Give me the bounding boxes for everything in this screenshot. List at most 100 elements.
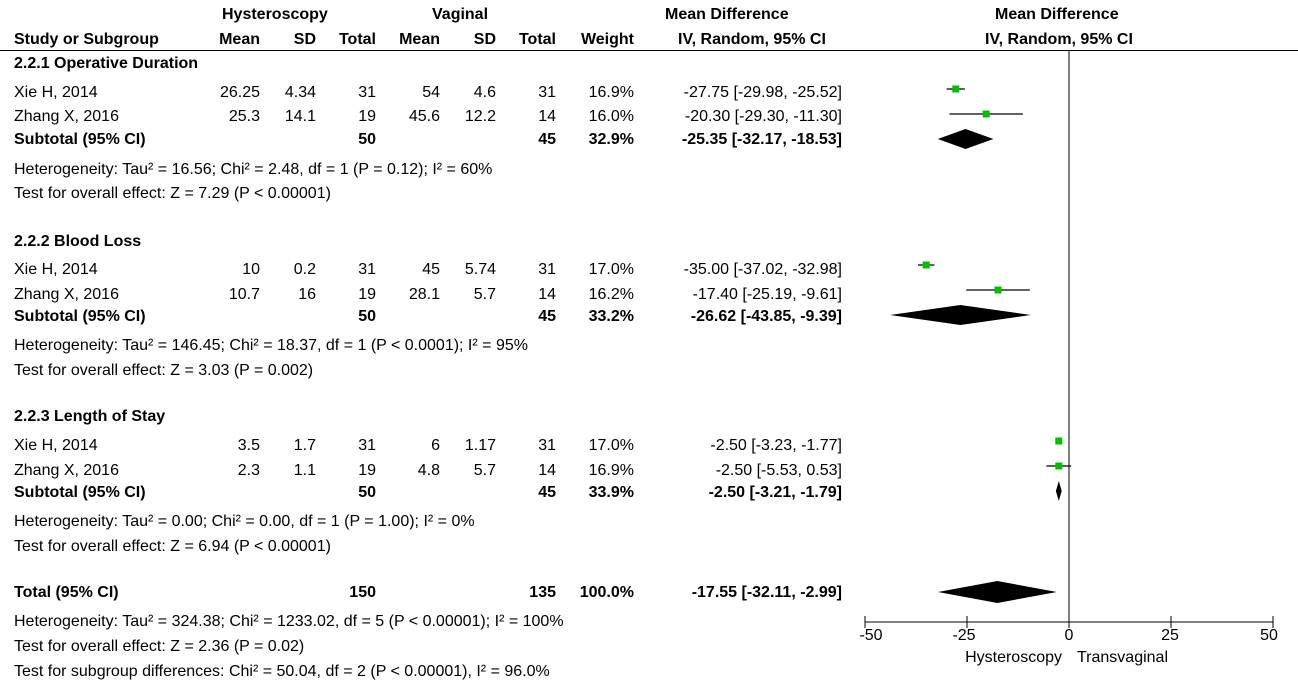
subtotal-label: Subtotal (95% CI) — [14, 131, 146, 148]
weight-cell: 17.0% — [588, 437, 634, 454]
sd1-cell: 14.1 — [284, 108, 316, 125]
subtotal-n1: 50 — [358, 484, 376, 501]
total2-cell: 14 — [538, 108, 556, 125]
ci-cell: -35.00 [-37.02, -32.98] — [683, 261, 842, 278]
sd2-cell: 5.74 — [464, 261, 496, 278]
subgroup-differences-text: Test for subgroup differences: Chi² = 50… — [14, 663, 550, 680]
study-name: Xie H, 2014 — [14, 84, 98, 101]
total1-cell: 31 — [358, 84, 376, 101]
subtotal-n2: 45 — [538, 131, 556, 148]
ci-cell: -17.40 [-25.19, -9.61] — [692, 286, 842, 303]
subtotal-ci: -26.62 [-43.85, -9.39] — [690, 308, 842, 325]
total2-cell: 31 — [538, 437, 556, 454]
mean2-cell: 6 — [431, 437, 440, 454]
total-diamond — [937, 581, 1057, 603]
point-estimate-marker — [994, 286, 1002, 294]
sd2-cell: 4.6 — [473, 84, 496, 101]
sd1-cell: 1.7 — [293, 437, 316, 454]
study-name: Xie H, 2014 — [14, 437, 98, 454]
sd1-cell: 1.1 — [293, 462, 316, 479]
subtotal-weight: 33.2% — [588, 308, 634, 325]
total-n1: 150 — [349, 584, 376, 601]
axis-tick-label: -25 — [952, 627, 976, 644]
axis-tick-label: 25 — [1161, 627, 1179, 644]
total2-cell: 31 — [538, 84, 556, 101]
group1-header: Hysteroscopy — [222, 6, 328, 23]
study-col-header: Study or Subgroup — [14, 31, 159, 48]
md-title-header: Mean Difference — [665, 6, 789, 23]
ci-cell: -2.50 [-5.53, 0.53] — [715, 462, 842, 479]
md-method-header: IV, Random, 95% CI — [678, 31, 826, 48]
total-weight: 100.0% — [579, 584, 634, 601]
axis-left-label: Hysteroscopy — [965, 649, 1062, 666]
mean2-cell: 54 — [422, 84, 440, 101]
ci-cell: -27.75 [-29.98, -25.52] — [683, 84, 842, 101]
subtotal-n2: 45 — [538, 484, 556, 501]
total1-cell: 19 — [358, 462, 376, 479]
mean1-cell: 10.7 — [228, 286, 260, 303]
sd2-cell: 1.17 — [464, 437, 496, 454]
mean1-cell: 26.25 — [219, 84, 260, 101]
subtotal-weight: 33.9% — [588, 484, 634, 501]
point-estimate-marker — [1055, 462, 1063, 470]
plot-method-header: IV, Random, 95% CI — [985, 31, 1133, 48]
sd2-header: SD — [473, 31, 496, 48]
axis-tick-label: -50 — [859, 627, 883, 644]
weight-header: Weight — [580, 31, 634, 48]
study-name: Zhang X, 2016 — [14, 286, 119, 303]
subtotal-diamond — [890, 305, 1031, 325]
subtotal-ci: -2.50 [-3.21, -1.79] — [708, 484, 842, 501]
study-name: Xie H, 2014 — [14, 261, 98, 278]
subtotal-label: Subtotal (95% CI) — [14, 484, 146, 501]
total1-cell: 19 — [358, 286, 376, 303]
study-name: Zhang X, 2016 — [14, 462, 119, 479]
total1-cell: 19 — [358, 108, 376, 125]
mean1-header: Mean — [219, 31, 260, 48]
heterogeneity-text: Heterogeneity: Tau² = 146.45; Chi² = 18.… — [14, 337, 528, 354]
total2-cell: 14 — [538, 286, 556, 303]
mean1-cell: 2.3 — [237, 462, 260, 479]
total2-cell: 14 — [538, 462, 556, 479]
mean2-header: Mean — [399, 31, 440, 48]
mean2-cell: 45.6 — [408, 108, 440, 125]
total2-header: Total — [518, 31, 556, 48]
overall-effect-text: Test for overall effect: Z = 7.29 (P < 0… — [14, 185, 331, 202]
subgroup-title: 2.2.3 Length of Stay — [14, 408, 166, 425]
subtotal-n1: 50 — [358, 308, 376, 325]
subtotal-diamond — [937, 129, 994, 149]
mean2-cell: 45 — [422, 261, 440, 278]
subtotal-weight: 32.9% — [588, 131, 634, 148]
subgroup-title: 2.2.1 Operative Duration — [14, 55, 199, 72]
total-n2: 135 — [529, 584, 556, 601]
mean1-cell: 10 — [242, 261, 260, 278]
overall-effect-text: Test for overall effect: Z = 3.03 (P = 0… — [14, 362, 314, 379]
axis-tick-label: 0 — [1064, 627, 1074, 644]
axis-tick-label: 50 — [1260, 627, 1278, 644]
total1-header: Total — [338, 31, 376, 48]
sd1-cell: 16 — [298, 286, 316, 303]
plot-title-header: Mean Difference — [995, 6, 1119, 23]
heterogeneity-text: Heterogeneity: Tau² = 16.56; Chi² = 2.48… — [14, 161, 493, 178]
sd1-cell: 4.34 — [284, 84, 316, 101]
subtotal-label: Subtotal (95% CI) — [14, 308, 146, 325]
point-estimate-marker — [922, 261, 930, 269]
mean1-cell: 25.3 — [228, 108, 260, 125]
sd2-cell: 5.7 — [473, 462, 496, 479]
subtotal-ci: -25.35 [-32.17, -18.53] — [681, 131, 842, 148]
heterogeneity-text: Heterogeneity: Tau² = 0.00; Chi² = 0.00,… — [14, 513, 475, 530]
total1-cell: 31 — [358, 261, 376, 278]
weight-cell: 16.0% — [588, 108, 634, 125]
sd2-cell: 12.2 — [464, 108, 496, 125]
overall-effect-text: Test for overall effect: Z = 6.94 (P < 0… — [14, 538, 331, 555]
header-rule — [0, 50, 1298, 51]
study-name: Zhang X, 2016 — [14, 108, 119, 125]
weight-cell: 16.2% — [588, 286, 634, 303]
weight-cell: 16.9% — [588, 84, 634, 101]
weight-cell: 16.9% — [588, 462, 634, 479]
group2-header: Vaginal — [432, 6, 489, 23]
subtotal-diamond — [1055, 481, 1062, 501]
total-label: Total (95% CI) — [14, 584, 119, 601]
total-heterogeneity-text: Heterogeneity: Tau² = 324.38; Chi² = 123… — [14, 613, 564, 630]
total-ci: -17.55 [-32.11, -2.99] — [691, 584, 842, 601]
